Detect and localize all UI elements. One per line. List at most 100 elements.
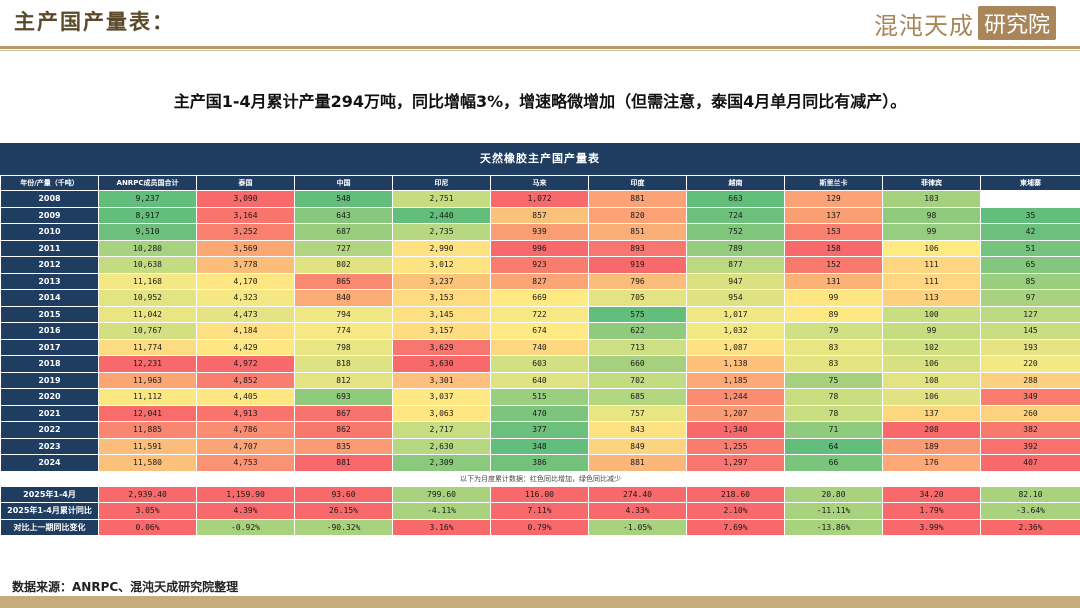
table-cell: 153 xyxy=(784,223,883,241)
header-divider xyxy=(0,46,1080,49)
table-cell: 996 xyxy=(490,239,589,257)
table-cell: 10,952 xyxy=(98,289,197,307)
row-label: 2023 xyxy=(0,437,99,455)
table-cell xyxy=(980,190,1080,208)
table-cell: 0.06% xyxy=(98,518,197,536)
table-cell: 643 xyxy=(294,206,393,224)
table-cell: 4,184 xyxy=(196,322,295,340)
table-cell: 687 xyxy=(294,223,393,241)
table-cell: 796 xyxy=(588,272,687,290)
table-cell: 947 xyxy=(686,272,785,290)
table-cell: 4,323 xyxy=(196,289,295,307)
table-cell: 12,041 xyxy=(98,404,197,422)
table-cell: 799.60 xyxy=(392,485,491,503)
table-cell: 3,037 xyxy=(392,388,491,406)
table-cell: 693 xyxy=(294,388,393,406)
table-cell: 116.00 xyxy=(490,485,589,503)
table-cell: 849 xyxy=(588,437,687,455)
table-cell: -3.64% xyxy=(980,502,1080,520)
table-cell: 1.79% xyxy=(882,502,981,520)
table-cell: 2.36% xyxy=(980,518,1080,536)
column-header: 菲律宾 xyxy=(882,175,981,191)
row-label: 2022 xyxy=(0,421,99,439)
table-cell: 881 xyxy=(294,454,393,472)
table-note: 以下为月度累计数据：红色同比增加，绿色同比减少 xyxy=(0,470,1080,487)
table-cell: 386 xyxy=(490,454,589,472)
summary-text: 主产国1-4月累计产量294万吨，同比增幅3%，增速略微增加（但需注意，泰国4月… xyxy=(173,92,907,111)
column-header: ANRPC成员国合计 xyxy=(98,175,197,191)
table-cell: 705 xyxy=(588,289,687,307)
page-title: 主产国产量表： xyxy=(14,9,175,34)
footer-bar xyxy=(0,596,1080,608)
table-cell: 11,885 xyxy=(98,421,197,439)
table-cell: 9,510 xyxy=(98,223,197,241)
table-cell: 798 xyxy=(294,338,393,356)
column-header: 印尼 xyxy=(392,175,491,191)
row-label: 2014 xyxy=(0,289,99,307)
table-cell: 3,630 xyxy=(392,355,491,373)
table-cell: 78 xyxy=(784,388,883,406)
table-cell: 622 xyxy=(588,322,687,340)
table-row: 2008 9,237 3,090 548 2,751 1,072 881 663 129 103 xyxy=(0,190,1080,208)
table-cell: 3.99% xyxy=(882,518,981,536)
table-cell: 103 xyxy=(882,190,981,208)
table-cell: 812 xyxy=(294,371,393,389)
table-cell: -90.32% xyxy=(294,518,393,536)
table-cell: 4,473 xyxy=(196,305,295,323)
table-cell: 2,440 xyxy=(392,206,491,224)
table-cell: 840 xyxy=(294,289,393,307)
table-cell: 145 xyxy=(980,322,1080,340)
table-cell: 851 xyxy=(588,223,687,241)
table-cell: 66 xyxy=(784,454,883,472)
table-cell: 1,072 xyxy=(490,190,589,208)
table-cell: 3,629 xyxy=(392,338,491,356)
table-cell: 4,786 xyxy=(196,421,295,439)
column-header: 马来 xyxy=(490,175,589,191)
row-label: 2021 xyxy=(0,404,99,422)
data-table: 年份/产量（千吨） ANRPC成员国合计 泰国 中国 印尼 马来 印度 越南 斯里兰卡 菲律宾 柬埔… xyxy=(0,175,1080,536)
row-label: 2019 xyxy=(0,371,99,389)
table-cell: 83 xyxy=(784,338,883,356)
table-cell: 669 xyxy=(490,289,589,307)
column-header: 越南 xyxy=(686,175,785,191)
table-cell: 3,063 xyxy=(392,404,491,422)
table-cell: 4,707 xyxy=(196,437,295,455)
table-row: 2023 11,591 4,707 835 2,630 348 849 1,255 64 189 3… xyxy=(0,437,1080,455)
row-label: 2025年1-4月 xyxy=(0,485,99,503)
table-cell: 4,170 xyxy=(196,272,295,290)
table-cell: 923 xyxy=(490,256,589,274)
table-cell: 3,157 xyxy=(392,322,491,340)
table-row: 2020 11,112 4,405 693 3,037 515 685 1,244 78 106 3… xyxy=(0,388,1080,406)
column-header: 泰国 xyxy=(196,175,295,191)
table-cell: 1,032 xyxy=(686,322,785,340)
table-cell: 4,972 xyxy=(196,355,295,373)
table-cell: 789 xyxy=(686,239,785,257)
table-cell: 137 xyxy=(882,404,981,422)
table-cell: 7.11% xyxy=(490,502,589,520)
table-cell: 111 xyxy=(882,272,981,290)
table-cell: 865 xyxy=(294,272,393,290)
table-cell: 548 xyxy=(294,190,393,208)
table-cell: 35 xyxy=(980,206,1080,224)
table-cell: 51 xyxy=(980,239,1080,257)
table-cell: 1,297 xyxy=(686,454,785,472)
table-cell: 377 xyxy=(490,421,589,439)
table-cell: 4.39% xyxy=(196,502,295,520)
table-cell: 4,429 xyxy=(196,338,295,356)
table-cell: 3,778 xyxy=(196,256,295,274)
table-cell: 660 xyxy=(588,355,687,373)
table-cell: 3,252 xyxy=(196,223,295,241)
row-label: 2011 xyxy=(0,239,99,257)
table-cell: 20.80 xyxy=(784,485,883,503)
table-cell: 407 xyxy=(980,454,1080,472)
table-cell: 2,751 xyxy=(392,190,491,208)
column-header: 柬埔寨 xyxy=(980,175,1080,191)
table-cell: 674 xyxy=(490,322,589,340)
table-row: 2012 10,638 3,778 802 3,012 923 919 877 152 111 65 xyxy=(0,256,1080,274)
row-label: 2025年1-4月累计同比 xyxy=(0,502,99,520)
table-cell: 575 xyxy=(588,305,687,323)
table-cell: 843 xyxy=(588,421,687,439)
table-cell: 208 xyxy=(882,421,981,439)
table-cell: 1,138 xyxy=(686,355,785,373)
table-cell: 2,735 xyxy=(392,223,491,241)
